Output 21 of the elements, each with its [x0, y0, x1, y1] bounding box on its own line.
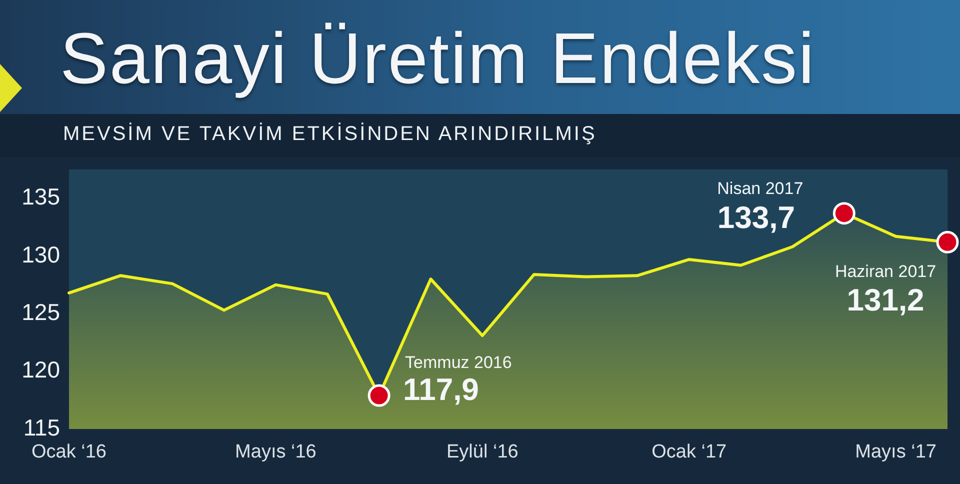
point — [832, 202, 856, 225]
annotation: Nisan 2017 — [717, 179, 804, 198]
y-tick-label: 135 — [22, 184, 60, 210]
x-tick-label: Eylül ‘16 — [446, 442, 518, 463]
chart-subtitle: MEVSİM VE TAKVİM ETKİSİNDEN ARINDIRILMIŞ — [63, 123, 597, 146]
x-tick-label: Mayıs ‘16 — [235, 442, 316, 463]
y-tick-label: 125 — [22, 299, 60, 326]
chart-title: Sanayi Üretim Endeksi — [60, 18, 816, 100]
x-tick-label: Ocak ‘16 — [32, 442, 106, 463]
x-tick-label: Ocak ‘17 — [652, 442, 727, 463]
point — [936, 230, 959, 254]
data-label: 131,2 — [846, 282, 924, 318]
data-label: 133,7 — [717, 200, 795, 235]
annotation: Temmuz 2016 — [405, 353, 512, 372]
y-tick-label: 130 — [22, 241, 60, 268]
data-label: 117,9 — [403, 372, 479, 408]
y-tick-label: 120 — [22, 356, 60, 383]
x-tick-label: Mayıs ‘17 — [855, 442, 936, 463]
annotation: Haziran 2017 — [834, 262, 936, 281]
y-tick-label: 115 — [23, 414, 60, 440]
point — [368, 384, 390, 407]
